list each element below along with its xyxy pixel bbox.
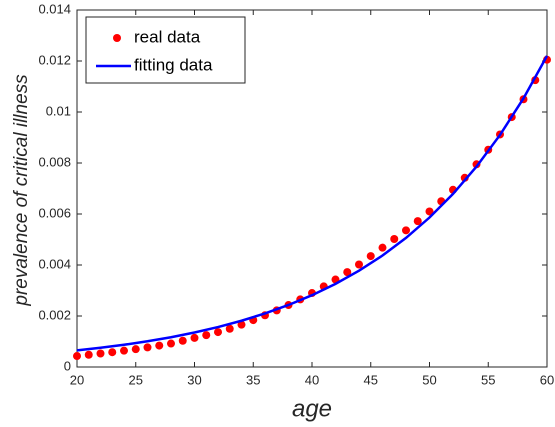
data-point: [155, 341, 164, 350]
legend-label: fitting data: [134, 55, 213, 74]
data-point: [143, 343, 152, 352]
data-point: [190, 333, 199, 342]
data-point: [413, 217, 422, 226]
data-point: [237, 320, 246, 329]
y-tick-label: 0.006: [38, 205, 71, 220]
data-point: [214, 328, 222, 337]
x-tick-label: 30: [187, 372, 201, 387]
y-tick-label: 0: [64, 358, 71, 373]
data-point: [167, 339, 175, 348]
data-point: [120, 346, 128, 355]
data-point: [108, 348, 117, 357]
x-tick-label: 25: [129, 372, 143, 387]
y-tick-label: 0.002: [38, 307, 71, 322]
data-point: [402, 226, 410, 235]
y-axis-label: prevalence of critical illness: [11, 74, 32, 307]
y-tick-label: 0.008: [38, 154, 71, 169]
legend-box: [85, 16, 246, 84]
y-tick-label: 0.012: [38, 52, 71, 67]
y-tick-label: 0.014: [38, 1, 71, 16]
x-tick-label: 20: [70, 372, 84, 387]
x-tick-label: 35: [246, 372, 260, 387]
data-point: [73, 352, 81, 361]
x-tick-label: 50: [422, 372, 436, 387]
data-point: [84, 350, 93, 359]
data-point: [178, 336, 187, 345]
data-point: [378, 243, 387, 252]
x-tick-label: 40: [305, 372, 319, 387]
x-tick-label: 55: [481, 372, 495, 387]
y-tick-label: 0.004: [38, 256, 71, 271]
data-point: [96, 349, 105, 358]
data-point: [355, 260, 363, 269]
x-axis-label: age: [292, 395, 332, 422]
fit-line: [76, 55, 549, 352]
x-tick-label: 45: [364, 372, 378, 387]
data-point: [225, 324, 234, 333]
y-tick-label: 0.01: [46, 103, 71, 118]
data-point: [343, 268, 352, 277]
data-point: [202, 331, 211, 340]
legend-label: real data: [134, 27, 201, 46]
data-point: [425, 207, 434, 216]
data-point: [131, 345, 140, 354]
data-point: [390, 234, 399, 243]
data-point: [366, 252, 375, 261]
legend-marker: [113, 34, 121, 42]
x-tick-label: 60: [540, 372, 554, 387]
